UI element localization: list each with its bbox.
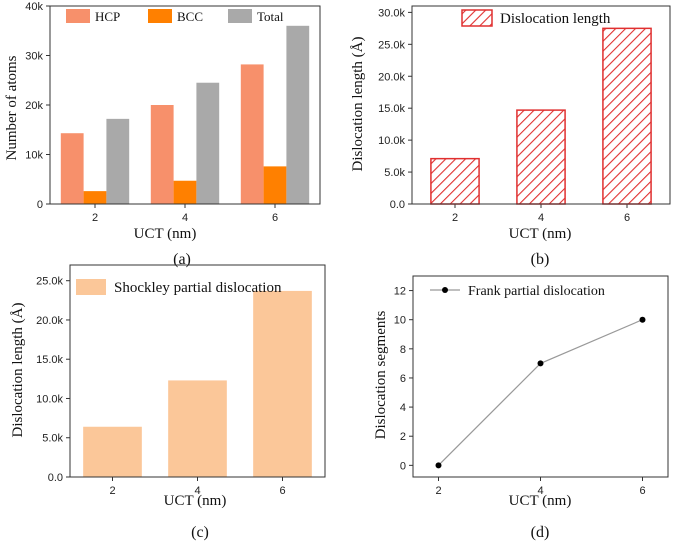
panel-d-ytick-label: 2 [400, 431, 406, 443]
panel-d-plot-frame [412, 275, 669, 478]
panel-c-xlabel: UCT (nm) [164, 493, 227, 509]
panel-b-bar-dislocation-length [602, 27, 652, 205]
panel-d-xlabel: UCT (nm) [509, 493, 572, 509]
panel-a-ytick-label: 0 [37, 199, 43, 211]
panel-a-legend-swatch [148, 9, 172, 23]
panel-a-bar-hcp [240, 64, 264, 204]
panel-d-caption: (d) [531, 524, 550, 541]
panel-a-plot-frame [49, 5, 321, 205]
panel-a-xtick-label: 4 [182, 212, 188, 224]
panel-b-legend-label: Dislocation length [500, 11, 611, 27]
panel-b-xtick-label: 6 [624, 212, 630, 224]
panel-c-xtick-label: 6 [279, 485, 285, 497]
panel-c-ylabel: Dislocation length (Å) [10, 303, 26, 438]
panel-d-ytick-label: 6 [400, 373, 406, 385]
panel-b-ytick-label: 20.0k [378, 71, 405, 83]
panel-d-xtick-label: 6 [639, 485, 645, 497]
panel-a-ytick-label: 10k [25, 150, 43, 162]
panel-a-ylabel: Number of atoms [4, 55, 20, 160]
panel-c-caption: (c) [191, 524, 209, 541]
panel-a-ytick-label: 30k [25, 51, 43, 63]
panel-d-ytick-label: 4 [400, 402, 406, 414]
panel-c-plot-frame [69, 264, 326, 478]
panel-c-legend-label: Shockley partial dislocation [114, 280, 282, 296]
panel-b-legend-swatch [461, 9, 493, 27]
panel-d-legend-marker [442, 287, 448, 293]
panel-b-xtick-label: 2 [452, 212, 458, 224]
panel-a-ytick-label: 40k [25, 1, 43, 13]
panel-a-legend-label: Total [257, 9, 284, 24]
panel-d-point [639, 316, 646, 323]
panel-c-bar-shockley-partial-dislocation [168, 380, 227, 477]
panel-b-ytick-label: 15.0k [378, 103, 405, 115]
panel-c-ytick-label: 5.0k [42, 433, 63, 445]
panel-d-ytick-label: 8 [400, 344, 406, 356]
panel-a-bar-bcc [263, 166, 287, 204]
panel-b-ylabel: Dislocation length (Å) [350, 37, 366, 172]
panel-b-xlabel: UCT (nm) [509, 226, 572, 242]
panel-a-bar-total [286, 25, 310, 204]
panel-a-bar-hcp [60, 133, 84, 204]
panel-b-ytick-label: 30.0k [378, 7, 405, 19]
panel-d-ytick-label: 12 [394, 286, 406, 298]
panel-b-bar-dislocation-length [430, 157, 480, 205]
panel-c-ytick-label: 0.0 [48, 472, 63, 484]
panel-c-xtick-label: 4 [194, 485, 200, 497]
panel-a-legend-swatch [228, 9, 252, 23]
panel-a-caption: (a) [173, 251, 191, 268]
panel-a-legend-swatch [66, 9, 90, 23]
panel-d-ytick-label: 10 [394, 315, 406, 327]
panel-d-legend-label: Frank partial dislocation [468, 284, 605, 299]
panel-c-ytick-label: 25.0k [36, 276, 63, 288]
panel-d-ylabel: Dislocation segments [373, 310, 389, 439]
panel-d-point [537, 360, 544, 367]
panel-b-plot-frame [411, 5, 671, 205]
panel-a-bar-bcc [83, 191, 107, 204]
panel-c-ytick-label: 20.0k [36, 315, 63, 327]
panel-a-xlabel: UCT (nm) [134, 226, 197, 242]
panel-a-xtick-label: 6 [272, 212, 278, 224]
panel-a: 0 10k 20k 30k 40k 2 4 6 HCP BCC Total [25, 1, 321, 224]
panel-d-point [435, 462, 442, 469]
panel-c: 0.0 5.0k 10.0k 15.0k 20.0k 25.0k 2 4 6 Shockley p… [36, 264, 326, 497]
panel-b-ytick-label: 5.0k [384, 167, 405, 179]
panel-b-ytick-label: 0.0 [390, 199, 405, 211]
panel-b-ytick-label: 10.0k [378, 135, 405, 147]
panel-b: 0.0 5.0k 10.0k 15.0k 20.0k 25.0k 30.0k 2 4 6 Dislo… [378, 5, 671, 224]
panel-a-bar-total [196, 82, 220, 204]
panel-a-legend-label: HCP [95, 9, 120, 24]
panel-b-bar-dislocation-length [516, 109, 566, 205]
panel-a-bar-total [106, 118, 130, 204]
panel-b-xtick-label: 4 [538, 212, 544, 224]
panel-a-bar-bcc [173, 180, 197, 204]
panel-a-legend-label: BCC [177, 9, 203, 24]
panel-d-xtick-label: 4 [537, 485, 543, 497]
panel-a-xtick-label: 2 [92, 212, 98, 224]
panel-c-bar-shockley-partial-dislocation [253, 290, 312, 477]
panel-c-xtick-label: 2 [109, 485, 115, 497]
panel-d-series-line [438, 319, 643, 466]
panel-d-ytick-label: 0 [400, 460, 406, 472]
panel-c-bar-shockley-partial-dislocation [83, 426, 142, 477]
panel-a-ytick-label: 20k [25, 100, 43, 112]
panel-d-xtick-label: 2 [435, 485, 441, 497]
panel-c-ytick-label: 10.0k [36, 393, 63, 405]
panel-c-ytick-label: 15.0k [36, 354, 63, 366]
panel-b-ytick-label: 25.0k [378, 39, 405, 51]
panel-d: 0 2 4 6 8 10 12 2 4 6 Frank partial dislocation [394, 275, 669, 497]
panel-b-caption: (b) [531, 251, 550, 268]
panel-a-bar-hcp [150, 105, 174, 204]
panel-c-legend-swatch [76, 279, 106, 295]
